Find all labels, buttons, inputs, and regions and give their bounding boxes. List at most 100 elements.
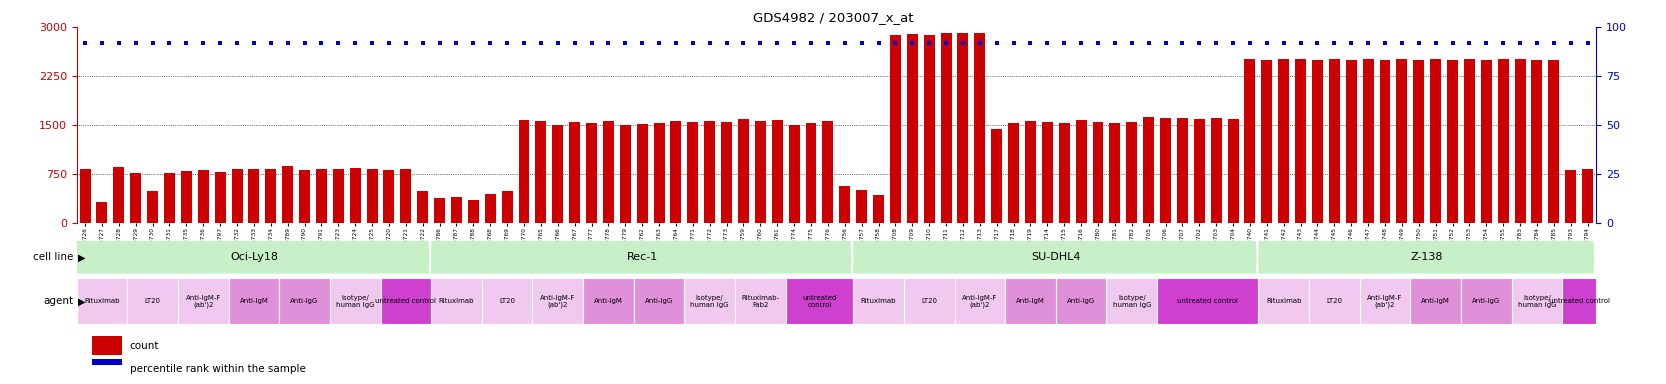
Bar — [1566, 170, 1576, 223]
Text: LT20: LT20 — [145, 298, 160, 305]
Bar — [1195, 119, 1205, 223]
Point — [325, 40, 352, 46]
Text: ▶: ▶ — [78, 296, 87, 306]
Text: Anti-IgM: Anti-IgM — [240, 298, 268, 305]
Text: untreated
control: untreated control — [803, 295, 836, 308]
Point — [358, 40, 385, 46]
FancyArrow shape — [853, 241, 1256, 273]
Bar — [416, 191, 428, 223]
Point — [140, 40, 167, 46]
Point — [1051, 40, 1078, 46]
Point — [460, 40, 486, 46]
Bar — [1461, 278, 1511, 324]
Bar — [1126, 122, 1138, 223]
Bar — [1379, 60, 1391, 223]
Bar — [1228, 119, 1238, 223]
Bar — [721, 121, 731, 223]
Point — [1489, 40, 1516, 46]
Point — [1574, 40, 1601, 46]
Point — [1271, 40, 1298, 46]
Point — [1354, 40, 1381, 46]
Point — [173, 40, 200, 46]
Text: Rituximab: Rituximab — [861, 298, 896, 305]
Text: Isotype/
human IgG: Isotype/ human IgG — [337, 295, 375, 308]
Bar — [163, 173, 175, 223]
Point — [730, 40, 756, 46]
Bar — [1176, 118, 1188, 223]
Bar — [755, 121, 766, 223]
Point — [1541, 40, 1568, 46]
Point — [1456, 40, 1483, 46]
Text: Oci-Ly18: Oci-Ly18 — [230, 252, 278, 262]
Point — [646, 40, 673, 46]
Bar — [265, 169, 277, 223]
Point — [950, 40, 976, 46]
Bar — [350, 168, 360, 223]
Bar — [1464, 59, 1474, 223]
Text: Rec-1: Rec-1 — [626, 252, 658, 262]
Bar — [380, 278, 431, 324]
Bar — [1258, 278, 1309, 324]
Point — [595, 40, 621, 46]
Bar — [468, 200, 478, 223]
Point — [1035, 40, 1061, 46]
Bar — [856, 190, 866, 223]
Point — [1321, 40, 1348, 46]
Bar — [991, 129, 1003, 223]
Bar — [518, 120, 530, 223]
Bar — [1481, 60, 1491, 223]
Bar — [1411, 278, 1461, 324]
Bar — [670, 121, 681, 223]
Point — [578, 40, 605, 46]
Bar — [1448, 60, 1458, 223]
Point — [240, 40, 267, 46]
Bar — [1396, 59, 1408, 223]
Bar — [1294, 59, 1306, 223]
Point — [765, 40, 791, 46]
Point — [1018, 40, 1045, 46]
Text: untreated control: untreated control — [1178, 298, 1238, 305]
Bar — [1261, 60, 1273, 223]
Text: SU-DHL4: SU-DHL4 — [1031, 252, 1081, 262]
Point — [1406, 40, 1433, 46]
Point — [1388, 40, 1414, 46]
Bar — [923, 35, 935, 223]
FancyArrow shape — [431, 241, 851, 273]
Text: Anti-IgM-F
(ab')2: Anti-IgM-F (ab')2 — [185, 295, 222, 308]
Point — [865, 40, 891, 46]
Bar — [333, 169, 343, 223]
Point — [1068, 40, 1095, 46]
Bar — [485, 194, 496, 223]
Text: Anti-IgM: Anti-IgM — [1016, 298, 1045, 305]
Bar — [533, 278, 583, 324]
Bar — [1514, 59, 1526, 223]
Point — [88, 40, 115, 46]
Bar — [620, 126, 631, 223]
Bar — [941, 33, 951, 223]
Bar — [1160, 118, 1171, 223]
Bar — [905, 278, 955, 324]
Text: LT20: LT20 — [921, 298, 938, 305]
Text: untreated control: untreated control — [1549, 298, 1609, 305]
Bar — [1106, 278, 1158, 324]
Point — [966, 40, 993, 46]
Point — [393, 40, 420, 46]
Point — [1423, 40, 1449, 46]
Point — [1524, 40, 1551, 46]
Point — [611, 40, 638, 46]
Point — [275, 40, 302, 46]
Bar — [705, 121, 715, 223]
Bar — [1548, 60, 1559, 223]
Text: Rituximab: Rituximab — [438, 298, 475, 305]
Point — [831, 40, 858, 46]
Bar — [232, 169, 243, 223]
Bar — [653, 123, 665, 223]
Point — [983, 40, 1010, 46]
Bar — [975, 33, 985, 223]
Bar — [451, 197, 461, 223]
Point — [561, 40, 588, 46]
Bar — [481, 278, 533, 324]
Bar — [1278, 59, 1289, 223]
Text: Isotype/
human IgG: Isotype/ human IgG — [690, 295, 730, 308]
Point — [308, 40, 335, 46]
